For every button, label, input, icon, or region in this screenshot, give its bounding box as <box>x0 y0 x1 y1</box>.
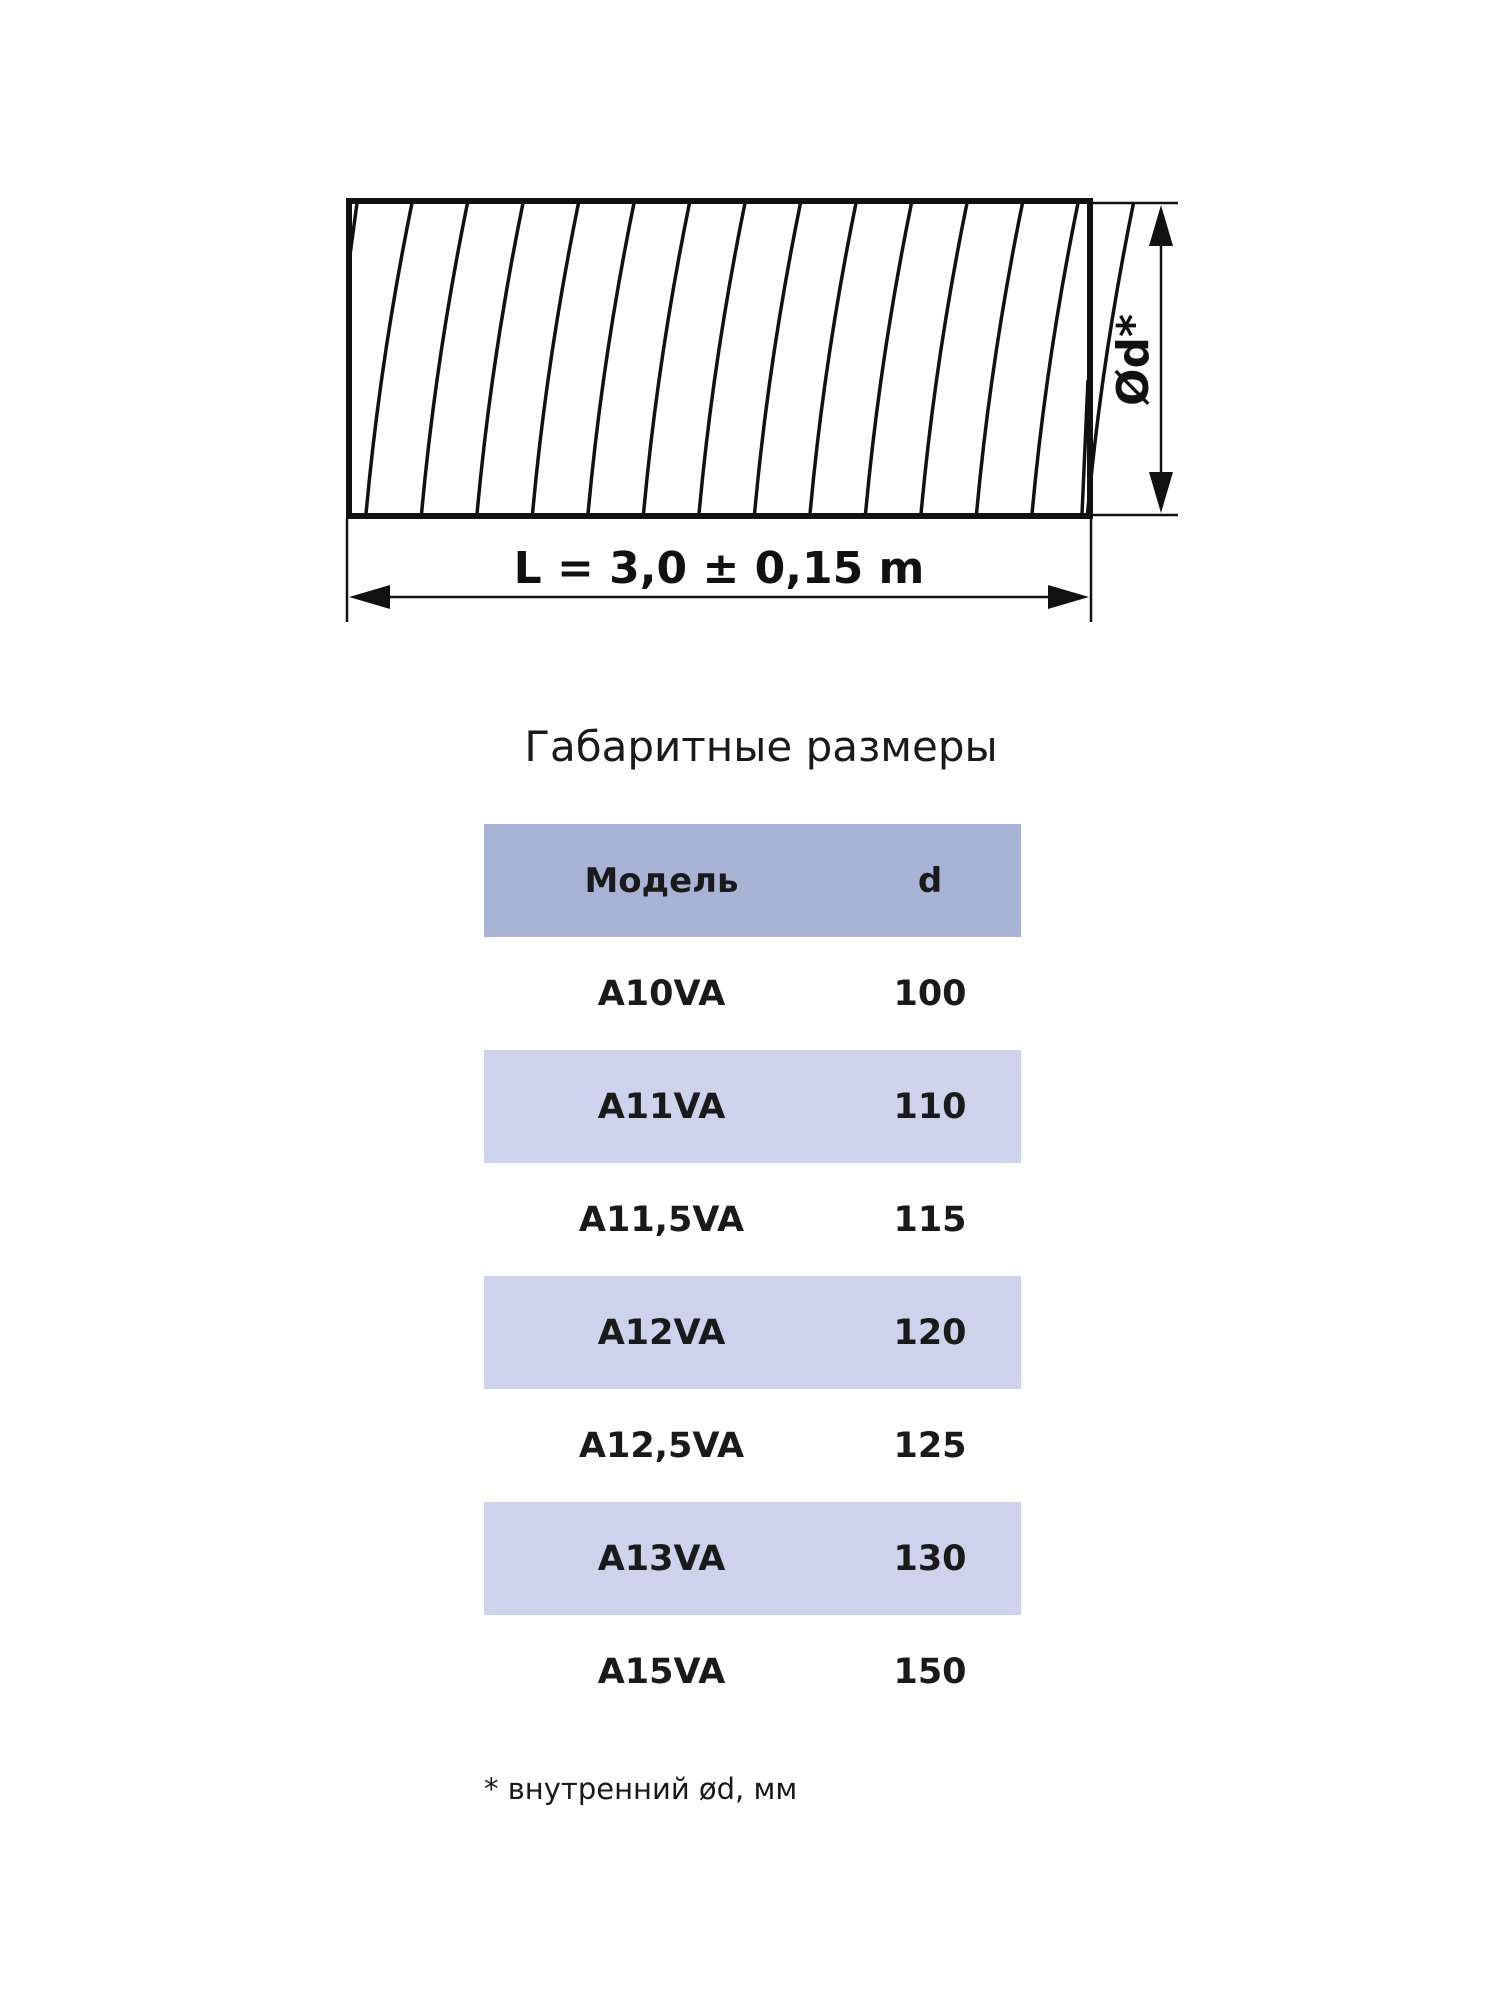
table-row: A12,5VA 125 <box>484 1389 1021 1502</box>
spiral-line <box>364 202 414 515</box>
table-row: A11,5VA 115 <box>484 1163 1021 1276</box>
model-cell: A10VA <box>597 973 726 1014</box>
length-dimension <box>345 518 1093 622</box>
duct-drawing: Ød* L = 3,0 ± 0,15 m <box>345 198 1178 622</box>
diameter-cell: 150 <box>893 1651 967 1692</box>
diameter-cell: 120 <box>839 1276 1021 1389</box>
footnote: * внутренний ød, мм <box>484 1772 798 1806</box>
diameter-cell: 110 <box>839 1050 1021 1163</box>
model-cell: A12VA <box>484 1276 839 1389</box>
diameter-cell: 130 <box>839 1502 1021 1615</box>
spiral-line <box>419 202 470 515</box>
header-d: d <box>839 824 1021 937</box>
spiral-line <box>752 202 803 515</box>
spiral-line <box>919 202 969 515</box>
spiral-line <box>863 202 914 515</box>
spiral-line <box>974 202 1025 515</box>
spiral-line <box>641 202 692 515</box>
table-row: A13VA 130 <box>484 1502 1021 1615</box>
duct-outline <box>346 198 1093 519</box>
model-cell: A11VA <box>484 1050 839 1163</box>
spiral-line <box>1030 202 1080 515</box>
model-cell: A12,5VA <box>578 1425 745 1466</box>
table-row: A15VA 150 <box>484 1615 1021 1728</box>
model-cell: A13VA <box>484 1502 839 1615</box>
diameter-cell: 125 <box>893 1425 967 1466</box>
header-model: Модель <box>484 824 839 937</box>
spiral-line <box>586 202 636 515</box>
spiral-lines <box>348 202 1136 515</box>
length-label: L = 3,0 ± 0,15 m <box>514 543 925 594</box>
dimensions-table: Модель d A10VA 100 A11VA 110 A11,5VA 115 A12VA… <box>484 824 1021 1728</box>
table-row: A10VA 100 <box>484 937 1021 1050</box>
model-cell: A11,5VA <box>578 1199 745 1240</box>
spiral-line <box>530 202 581 515</box>
diameter-label: Ød* <box>1108 314 1159 406</box>
model-cell: A15VA <box>597 1651 726 1692</box>
diameter-dimension <box>1092 201 1178 517</box>
spiral-line <box>697 202 747 515</box>
diameter-cell: 100 <box>893 973 967 1014</box>
table-header-row: Модель d <box>484 824 1021 937</box>
spiral-line <box>475 202 525 515</box>
section-title: Габаритные размеры <box>524 722 998 771</box>
spiral-line <box>808 202 858 515</box>
diameter-cell: 115 <box>893 1199 967 1240</box>
table-row: A12VA 120 <box>484 1276 1021 1389</box>
table-row: A11VA 110 <box>484 1050 1021 1163</box>
